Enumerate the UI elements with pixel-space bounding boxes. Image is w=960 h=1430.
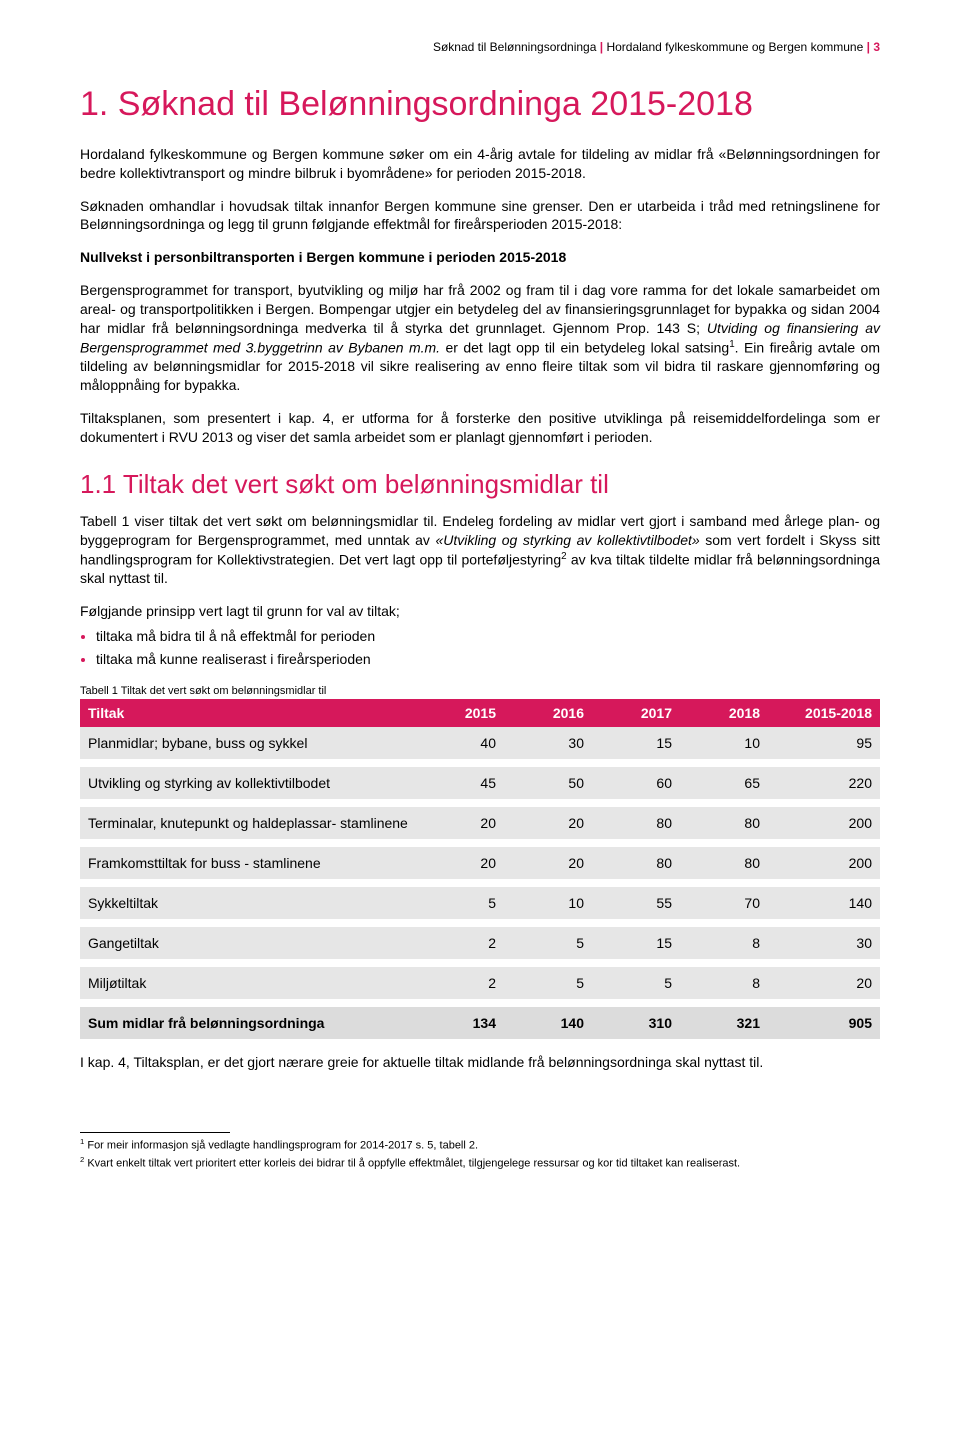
section-heading-1-1: 1.1 Tiltak det vert søkt om belønningsmi… bbox=[80, 469, 880, 500]
principles-list: tiltaka må bidra til å nå effektmål for … bbox=[80, 627, 880, 669]
table-cell: 5 bbox=[416, 887, 504, 919]
paragraph-4: Tiltaksplanen, som presentert i kap. 4, … bbox=[80, 409, 880, 447]
table-sum-cell: 134 bbox=[416, 1007, 504, 1039]
table-cell: Terminalar, knutepunkt og haldeplassar- … bbox=[80, 807, 416, 839]
table-cell: 20 bbox=[416, 847, 504, 879]
table-header-row: Tiltak 2015 2016 2017 2018 2015-2018 bbox=[80, 699, 880, 727]
table-cell: 15 bbox=[592, 727, 680, 759]
table-cell: 40 bbox=[416, 727, 504, 759]
table-cell: 80 bbox=[592, 847, 680, 879]
table-cell: 15 bbox=[592, 927, 680, 959]
table-cell: 5 bbox=[504, 927, 592, 959]
table-cell: 20 bbox=[504, 847, 592, 879]
table-cell: 80 bbox=[680, 847, 768, 879]
table-cell: 50 bbox=[504, 767, 592, 799]
list-item: tiltaka må bidra til å nå effektmål for … bbox=[96, 627, 880, 647]
table-row: Sykkeltiltak5105570140 bbox=[80, 887, 880, 919]
paragraph-3: Bergensprogrammet for transport, byutvik… bbox=[80, 281, 880, 395]
table-cell: 5 bbox=[592, 967, 680, 999]
document-page: Søknad til Belønningsordninga | Hordalan… bbox=[0, 0, 960, 1223]
table-cell: Miljøtiltak bbox=[80, 967, 416, 999]
para3-text-b: er det lagt opp til ein betydeleg lokal … bbox=[440, 340, 729, 356]
paragraph-5: Tabell 1 viser tiltak det vert søkt om b… bbox=[80, 512, 880, 588]
table-sum-cell: 310 bbox=[592, 1007, 680, 1039]
table-row: Framkomsttiltak for buss - stamlinene202… bbox=[80, 847, 880, 879]
table-cell: 20 bbox=[768, 967, 880, 999]
paragraph-6: Følgjande prinsipp vert lagt til grunn f… bbox=[80, 602, 880, 621]
table-cell: 200 bbox=[768, 807, 880, 839]
table-cell: Planmidlar; bybane, buss og sykkel bbox=[80, 727, 416, 759]
table-cell: 30 bbox=[768, 927, 880, 959]
footnote-1: 1 For meir informasjon sjå vedlagte hand… bbox=[80, 1137, 880, 1153]
paragraph-intro: Hordaland fylkeskommune og Bergen kommun… bbox=[80, 145, 880, 183]
table-cell: 65 bbox=[680, 767, 768, 799]
running-header: Søknad til Belønningsordninga | Hordalan… bbox=[80, 40, 880, 54]
table-cell: 140 bbox=[768, 887, 880, 919]
table-cell: 45 bbox=[416, 767, 504, 799]
table-row: Planmidlar; bybane, buss og sykkel403015… bbox=[80, 727, 880, 759]
row-spacer bbox=[80, 799, 880, 807]
section-heading-1: 1. Søknad til Belønningsordninga 2015-20… bbox=[80, 84, 880, 125]
paragraph-2: Søknaden omhandlar i hovudsak tiltak inn… bbox=[80, 197, 880, 235]
col-header: 2018 bbox=[680, 699, 768, 727]
col-header: 2016 bbox=[504, 699, 592, 727]
col-header: 2015-2018 bbox=[768, 699, 880, 727]
table-cell: 8 bbox=[680, 967, 768, 999]
table-cell: 8 bbox=[680, 927, 768, 959]
list-item: tiltaka må kunne realiserast i fireårspe… bbox=[96, 650, 880, 670]
row-spacer bbox=[80, 959, 880, 967]
table-cell: 10 bbox=[680, 727, 768, 759]
tiltak-table: Tiltak 2015 2016 2017 2018 2015-2018 Pla… bbox=[80, 699, 880, 1039]
table-cell: 200 bbox=[768, 847, 880, 879]
effect-goal: Nullvekst i personbiltransporten i Berge… bbox=[80, 248, 880, 267]
table-row: Miljøtiltak255820 bbox=[80, 967, 880, 999]
table-caption: Tabell 1 Tiltak det vert søkt om belønni… bbox=[80, 685, 880, 697]
table-body: Planmidlar; bybane, buss og sykkel403015… bbox=[80, 727, 880, 1039]
table-cell: 60 bbox=[592, 767, 680, 799]
col-header: Tiltak bbox=[80, 699, 416, 727]
table-cell: 20 bbox=[504, 807, 592, 839]
table-cell: 80 bbox=[592, 807, 680, 839]
row-spacer bbox=[80, 839, 880, 847]
row-spacer bbox=[80, 759, 880, 767]
table-sum-row: Sum midlar frå belønningsordninga1341403… bbox=[80, 1007, 880, 1039]
header-doc-title: Søknad til Belønningsordninga bbox=[433, 40, 596, 54]
footnote-2-text: Kvart enkelt tiltak vert prioritert ette… bbox=[87, 1158, 740, 1170]
table-cell: 30 bbox=[504, 727, 592, 759]
table-sum-cell: 321 bbox=[680, 1007, 768, 1039]
table-cell: 5 bbox=[504, 967, 592, 999]
footnote-separator bbox=[80, 1132, 230, 1133]
footnote-1-text: For meir informasjon sjå vedlagte handli… bbox=[87, 1140, 478, 1152]
col-header: 2017 bbox=[592, 699, 680, 727]
table-cell: 10 bbox=[504, 887, 592, 919]
page-number: 3 bbox=[873, 40, 880, 54]
table-row: Gangetiltak2515830 bbox=[80, 927, 880, 959]
col-header: 2015 bbox=[416, 699, 504, 727]
table-cell: 2 bbox=[416, 927, 504, 959]
table-cell: 220 bbox=[768, 767, 880, 799]
table-cell: Sykkeltiltak bbox=[80, 887, 416, 919]
table-cell: 70 bbox=[680, 887, 768, 919]
row-spacer bbox=[80, 879, 880, 887]
footnote-2: 2 Kvart enkelt tiltak vert prioritert et… bbox=[80, 1155, 880, 1171]
closing-paragraph: I kap. 4, Tiltaksplan, er det gjort næra… bbox=[80, 1053, 880, 1072]
para5-italic: «Utvikling og styrking av kollektivtilbo… bbox=[435, 532, 699, 548]
table-head: Tiltak 2015 2016 2017 2018 2015-2018 bbox=[80, 699, 880, 727]
table-cell: 2 bbox=[416, 967, 504, 999]
table-cell: Utvikling og styrking av kollektivtilbod… bbox=[80, 767, 416, 799]
table-cell: 55 bbox=[592, 887, 680, 919]
row-spacer bbox=[80, 999, 880, 1007]
table-sum-cell: 905 bbox=[768, 1007, 880, 1039]
table-sum-cell: Sum midlar frå belønningsordninga bbox=[80, 1007, 416, 1039]
table-row: Utvikling og styrking av kollektivtilbod… bbox=[80, 767, 880, 799]
table-cell: Gangetiltak bbox=[80, 927, 416, 959]
table-cell: 80 bbox=[680, 807, 768, 839]
table-cell: Framkomsttiltak for buss - stamlinene bbox=[80, 847, 416, 879]
table-row: Terminalar, knutepunkt og haldeplassar- … bbox=[80, 807, 880, 839]
table-sum-cell: 140 bbox=[504, 1007, 592, 1039]
table-cell: 95 bbox=[768, 727, 880, 759]
table-cell: 20 bbox=[416, 807, 504, 839]
header-org: Hordaland fylkeskommune og Bergen kommun… bbox=[606, 40, 863, 54]
row-spacer bbox=[80, 919, 880, 927]
